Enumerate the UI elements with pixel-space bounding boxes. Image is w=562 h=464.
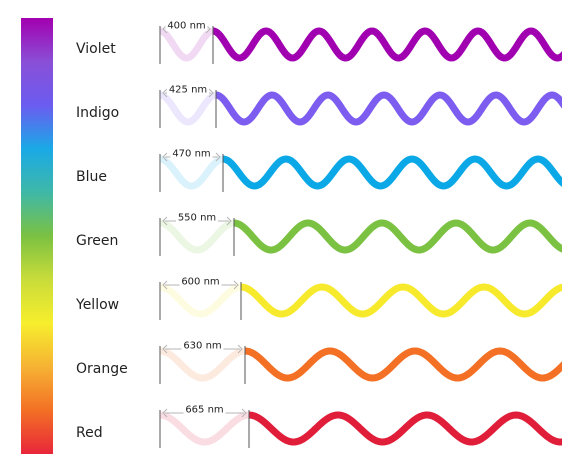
wave-line <box>215 91 562 126</box>
arrow-left-head-icon <box>162 344 168 354</box>
wave-rows: Violet 400 nm Indigo 425 nm Blue 470 nm Green 5… <box>75 20 562 448</box>
wave-line <box>248 411 562 446</box>
wavelength-label: 400 nm <box>167 21 205 32</box>
wavelength-label-bg <box>165 20 208 31</box>
arrow-right-head-icon <box>233 280 239 290</box>
arrow-right-head-icon <box>226 216 232 226</box>
wave-row-indigo: Indigo 425 nm <box>76 84 562 128</box>
spectrum-bar <box>21 18 53 454</box>
arrow-right-head-icon <box>241 408 247 418</box>
color-label: Green <box>76 233 118 249</box>
wavelength-label: 600 nm <box>181 277 219 288</box>
color-label: Blue <box>76 169 107 185</box>
color-label: Indigo <box>76 105 119 121</box>
wave-row-blue: Blue 470 nm <box>76 148 562 192</box>
wave-line <box>244 347 562 382</box>
wave-row-yellow: Yellow 600 nm <box>75 276 562 320</box>
faded-wave-segment <box>159 283 242 318</box>
wavelength-label-bg <box>167 84 209 95</box>
wavelength-label-bg <box>176 212 218 223</box>
wave-row-orange: Orange 630 nm <box>76 340 562 384</box>
faded-wave-segment <box>159 347 245 382</box>
faded-wave-segment <box>159 91 217 126</box>
wavelength-label-bg <box>181 340 224 351</box>
arrow-right-head-icon <box>237 344 243 354</box>
arrow-right-head-icon <box>215 152 221 162</box>
arrow-left-head-icon <box>162 216 168 226</box>
arrow-left-head-icon <box>162 408 168 418</box>
arrow-right-head-icon <box>208 88 214 98</box>
faded-wave-segment <box>159 219 234 254</box>
arrow-left-head-icon <box>162 152 168 162</box>
faded-wave-segment <box>159 155 224 190</box>
wavelength-label: 630 nm <box>183 341 221 352</box>
color-label: Red <box>76 425 103 441</box>
wave-line <box>233 219 562 254</box>
wavelength-label: 550 nm <box>178 213 216 224</box>
wavelength-label-bg <box>179 276 222 287</box>
color-label: Yellow <box>75 297 119 313</box>
wave-line <box>222 155 562 190</box>
faded-wave-segment <box>159 27 214 62</box>
arrow-left-head-icon <box>162 88 168 98</box>
wave-row-violet: Violet 400 nm <box>76 20 562 64</box>
wavelength-label-bg <box>183 404 226 415</box>
arrow-left-head-icon <box>162 280 168 290</box>
wave-row-green: Green 550 nm <box>76 212 562 256</box>
wavelength-label: 470 nm <box>172 149 210 160</box>
wavelength-label: 665 nm <box>185 405 223 416</box>
wave-line <box>212 27 562 62</box>
wavelength-label-bg <box>170 148 213 159</box>
color-label: Orange <box>76 361 128 377</box>
color-label: Violet <box>76 41 116 57</box>
wavelength-label: 425 nm <box>169 85 207 96</box>
wave-row-red: Red 665 nm <box>76 404 562 448</box>
faded-wave-segment <box>159 411 249 446</box>
wave-line <box>240 283 562 318</box>
